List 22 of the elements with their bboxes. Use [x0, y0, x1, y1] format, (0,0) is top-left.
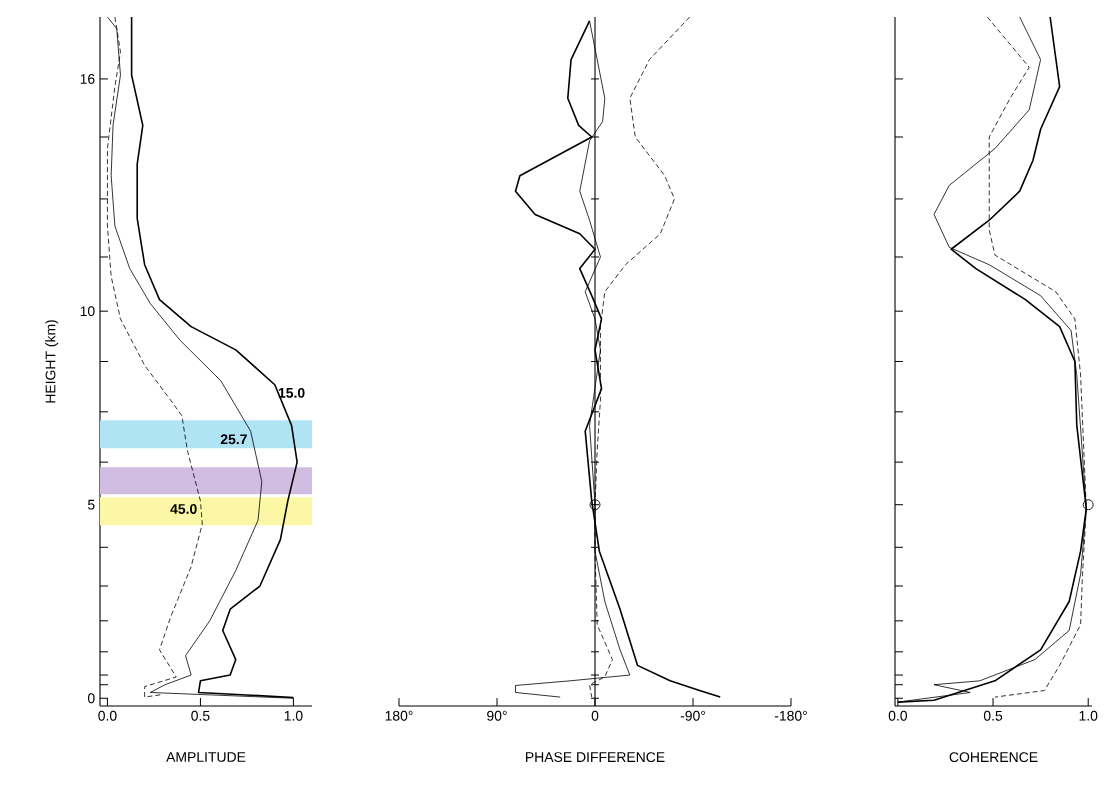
x-axis-title: PHASE DIFFERENCE: [526, 752, 665, 763]
x-tick-label: 90°: [487, 710, 507, 721]
y-tick-label: 16: [80, 73, 95, 84]
y-axis-title: HEIGHT (km): [45, 320, 59, 403]
x-tick-label: -90°: [680, 710, 706, 721]
annotation: 15.0: [278, 387, 305, 398]
x-tick-label: 0.5: [983, 710, 1003, 721]
x-tick-label: -180°: [774, 710, 807, 721]
x-tick-label: 0.0: [98, 710, 117, 721]
y-tick-label: 5: [87, 499, 95, 510]
x-axis-title: AMPLITUDE: [166, 752, 246, 762]
x-tick-label: 0: [591, 710, 599, 721]
y-tick-label: 10: [80, 306, 95, 317]
x-tick-label: 1.0: [1079, 710, 1098, 721]
y-tick-label: 0: [87, 693, 95, 704]
x-tick-label: 0.5: [191, 710, 210, 721]
annotation: 25.7: [220, 434, 247, 445]
annotation: 45.0: [170, 504, 197, 514]
x-axis-title: COHERENCE: [949, 752, 1038, 763]
x-tick-label: 0.0: [888, 710, 908, 721]
x-tick-label: 180°: [385, 710, 413, 721]
x-tick-label: 1.0: [284, 710, 303, 721]
